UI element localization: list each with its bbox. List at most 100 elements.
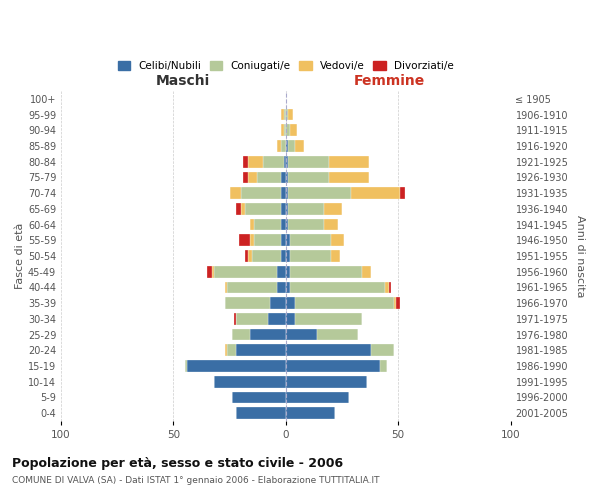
Bar: [290, 266, 362, 278]
Bar: [281, 234, 286, 246]
Bar: [331, 234, 344, 246]
Bar: [270, 297, 286, 309]
Bar: [288, 140, 295, 152]
Bar: [290, 250, 331, 262]
Bar: [236, 344, 286, 356]
Bar: [295, 313, 362, 324]
Bar: [225, 282, 227, 294]
Bar: [284, 124, 286, 136]
Bar: [288, 218, 324, 230]
Bar: [286, 344, 371, 356]
Bar: [212, 266, 214, 278]
Bar: [290, 282, 385, 294]
Bar: [245, 203, 281, 214]
Bar: [214, 376, 286, 388]
Bar: [281, 218, 286, 230]
Bar: [248, 250, 252, 262]
Bar: [286, 203, 288, 214]
Bar: [385, 282, 389, 294]
Bar: [281, 203, 286, 214]
Bar: [257, 172, 281, 183]
Bar: [239, 234, 250, 246]
Bar: [281, 124, 284, 136]
Bar: [227, 344, 236, 356]
Bar: [286, 407, 335, 419]
Bar: [286, 250, 290, 262]
Bar: [286, 313, 295, 324]
Bar: [351, 187, 400, 199]
Bar: [286, 156, 288, 168]
Bar: [248, 156, 263, 168]
Bar: [232, 328, 250, 340]
Bar: [207, 266, 212, 278]
Bar: [236, 407, 286, 419]
Bar: [263, 156, 284, 168]
Bar: [286, 266, 290, 278]
Bar: [286, 282, 290, 294]
Bar: [329, 156, 369, 168]
Bar: [281, 250, 286, 262]
Bar: [295, 140, 304, 152]
Bar: [281, 172, 286, 183]
Bar: [227, 282, 277, 294]
Bar: [277, 140, 281, 152]
Bar: [281, 140, 286, 152]
Bar: [241, 187, 281, 199]
Bar: [284, 108, 286, 120]
Bar: [286, 376, 367, 388]
Bar: [268, 313, 286, 324]
Bar: [324, 203, 342, 214]
Text: COMUNE DI VALVA (SA) - Dati ISTAT 1° gennaio 2006 - Elaborazione TUTTITALIA.IT: COMUNE DI VALVA (SA) - Dati ISTAT 1° gen…: [12, 476, 380, 485]
Bar: [286, 140, 288, 152]
Bar: [185, 360, 187, 372]
Text: Popolazione per età, sesso e stato civile - 2006: Popolazione per età, sesso e stato civil…: [12, 458, 343, 470]
Y-axis label: Fasce di età: Fasce di età: [15, 223, 25, 289]
Y-axis label: Anni di nascita: Anni di nascita: [575, 214, 585, 297]
Legend: Celibi/Nubili, Coniugati/e, Vedovi/e, Divorziati/e: Celibi/Nubili, Coniugati/e, Vedovi/e, Di…: [114, 56, 458, 75]
Bar: [254, 234, 281, 246]
Bar: [286, 392, 349, 404]
Bar: [286, 234, 290, 246]
Bar: [245, 250, 248, 262]
Bar: [396, 297, 400, 309]
Bar: [286, 297, 295, 309]
Bar: [394, 297, 396, 309]
Bar: [286, 187, 288, 199]
Bar: [243, 156, 248, 168]
Bar: [371, 344, 394, 356]
Bar: [187, 360, 286, 372]
Bar: [277, 266, 286, 278]
Bar: [234, 313, 236, 324]
Bar: [254, 218, 281, 230]
Bar: [286, 172, 288, 183]
Bar: [288, 203, 324, 214]
Bar: [225, 297, 270, 309]
Bar: [277, 282, 286, 294]
Bar: [236, 203, 241, 214]
Bar: [241, 203, 245, 214]
Bar: [250, 218, 254, 230]
Bar: [286, 108, 288, 120]
Bar: [288, 108, 293, 120]
Bar: [286, 124, 290, 136]
Bar: [329, 172, 369, 183]
Bar: [225, 344, 227, 356]
Bar: [243, 172, 248, 183]
Bar: [252, 250, 281, 262]
Bar: [400, 187, 405, 199]
Bar: [248, 172, 257, 183]
Bar: [250, 234, 254, 246]
Bar: [250, 328, 286, 340]
Bar: [236, 313, 268, 324]
Bar: [331, 250, 340, 262]
Bar: [389, 282, 391, 294]
Bar: [288, 187, 351, 199]
Bar: [290, 124, 297, 136]
Bar: [295, 297, 394, 309]
Bar: [286, 328, 317, 340]
Bar: [230, 187, 241, 199]
Bar: [380, 360, 387, 372]
Bar: [232, 392, 286, 404]
Bar: [290, 234, 331, 246]
Bar: [214, 266, 277, 278]
